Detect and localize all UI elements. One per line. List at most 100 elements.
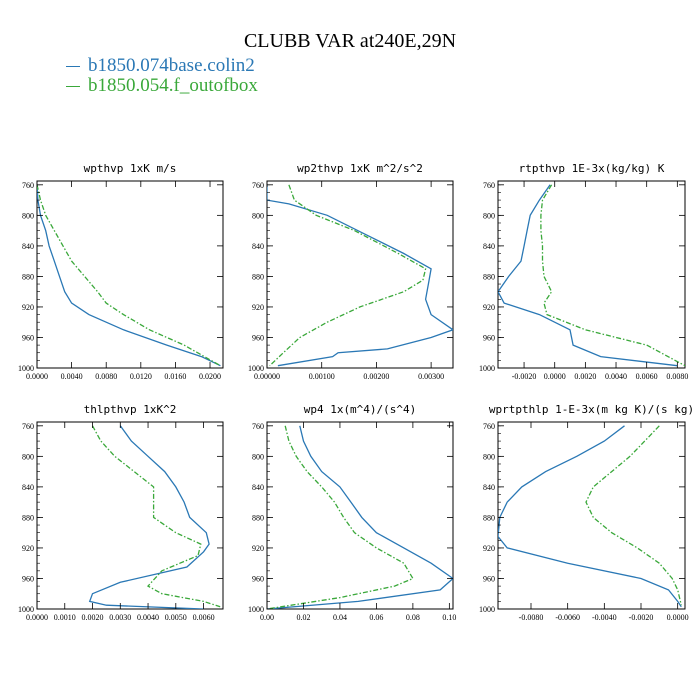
x-tick-label: 0.0060	[193, 613, 215, 622]
series-line-outofbox	[540, 184, 685, 367]
y-tick-label: 840	[22, 483, 34, 492]
y-tick-label: 840	[252, 242, 264, 251]
legend-item-outofbox: b1850.054.f_outofbox	[66, 75, 258, 97]
x-tick-label: 0.0020	[574, 372, 596, 381]
panel-2: wp2thvp 1xK m^2/s^2 760 800 840 880 920 960 100…	[248, 162, 454, 381]
series-line-outofbox	[585, 425, 682, 606]
y-tick-label: 840	[483, 483, 495, 492]
x-tick-label: 0.0080	[666, 372, 688, 381]
panel-frame	[266, 180, 454, 369]
y-tick-label: 840	[483, 242, 495, 251]
x-tick-label: 0.0080	[95, 372, 117, 381]
y-tick-label: 760	[483, 181, 495, 190]
y-tick-label: 960	[22, 333, 34, 342]
y-tick-label: 880	[22, 513, 34, 522]
x-tick-label: 0.00200	[363, 372, 389, 381]
y-tick-label: 880	[483, 513, 495, 522]
y-tick-label: 760	[22, 181, 34, 190]
y-tick-label: 760	[483, 422, 495, 431]
x-tick-label: 0.02	[296, 613, 310, 622]
series-line-base	[498, 184, 678, 367]
legend-swatch-outofbox	[66, 86, 80, 88]
x-tick-label: 0.0200	[199, 372, 221, 381]
x-tick-label: 0.0050	[165, 613, 187, 622]
y-tick-label: 1000	[18, 605, 34, 614]
x-tick-label: 0.00100	[309, 372, 335, 381]
series-line-base	[267, 184, 453, 367]
x-tick-label: -0.0020	[512, 372, 537, 381]
y-tick-label: 920	[252, 303, 264, 312]
y-tick-label: 1000	[248, 605, 264, 614]
y-tick-label: 760	[22, 422, 34, 431]
legend-label-outofbox: b1850.054.f_outofbox	[88, 75, 258, 96]
series-line-base	[37, 184, 221, 367]
y-tick-label: 960	[22, 574, 34, 583]
panel-title: wpthvp 1xK m/s	[84, 162, 177, 175]
y-tick-label: 920	[483, 303, 495, 312]
x-tick-label: 0.04	[333, 613, 347, 622]
y-tick-label: 840	[252, 483, 264, 492]
panel-title: wp2thvp 1xK m^2/s^2	[297, 162, 423, 175]
x-tick-label: 0.0020	[82, 613, 104, 622]
panel-title: wprtpthlp 1-E-3x(m kg K)/(s kg)	[489, 403, 694, 416]
y-tick-label: 920	[483, 544, 495, 553]
panel-frame	[36, 180, 224, 369]
y-tick-label: 960	[483, 574, 495, 583]
series-line-outofbox	[267, 425, 414, 609]
x-tick-label: 0.0030	[109, 613, 131, 622]
y-tick-label: 880	[22, 272, 34, 281]
y-tick-label: 880	[252, 513, 264, 522]
x-tick-label: 0.00000	[254, 372, 280, 381]
y-tick-label: 920	[22, 303, 34, 312]
y-tick-label: 840	[22, 242, 34, 251]
y-tick-label: 1000	[248, 364, 264, 373]
figure-title: CLUBB VAR at240E,29N	[243, 30, 457, 52]
y-tick-label: 1000	[479, 605, 495, 614]
y-tick-label: 800	[483, 452, 495, 461]
y-tick-label: 960	[252, 333, 264, 342]
panel-title: thlpthvp 1xK^2	[84, 403, 177, 416]
panel-title: rtpthvp 1E-3x(kg/kg) K	[519, 162, 665, 175]
y-tick-label: 800	[252, 452, 264, 461]
y-tick-label: 800	[483, 211, 495, 220]
y-tick-label: 800	[22, 452, 34, 461]
x-tick-label: 0.0120	[130, 372, 152, 381]
y-tick-label: 880	[252, 272, 264, 281]
panel-3: rtpthvp 1E-3x(kg/kg) K 760 800 840 880 920 960…	[479, 162, 688, 381]
panel-4: thlpthvp 1xK^276080084088092096010000.00…	[18, 403, 224, 622]
x-tick-label: 0.0040	[605, 372, 627, 381]
series-line-outofbox	[37, 184, 221, 367]
x-tick-label: 0.0040	[137, 613, 159, 622]
x-tick-label: 0.00300	[418, 372, 444, 381]
x-tick-label: -0.0060	[555, 613, 580, 622]
x-tick-label: 0.08	[406, 613, 420, 622]
panel-frame	[497, 180, 686, 369]
x-tick-label: 0.10	[442, 613, 456, 622]
legend-label-base: b1850.074base.colin2	[88, 55, 255, 76]
series-line-outofbox	[269, 184, 427, 367]
panel-6: wprtpthlp 1-E-3x(m kg K)/(s kg) 760 800 840…	[479, 403, 694, 622]
panel-frame	[36, 421, 224, 610]
panel-1: wpthvp 1xK m/s76080084088092096010000.00…	[18, 162, 224, 381]
x-tick-label: -0.0020	[629, 613, 654, 622]
x-tick-label: 0.0060	[636, 372, 658, 381]
x-tick-label: 0.06	[369, 613, 383, 622]
y-tick-label: 760	[252, 181, 264, 190]
x-tick-label: 0.0000	[667, 613, 689, 622]
y-tick-label: 1000	[18, 364, 34, 373]
series-line-base	[498, 425, 682, 608]
series-line-base	[267, 425, 453, 609]
x-tick-label: 0.0040	[61, 372, 83, 381]
y-tick-label: 960	[483, 333, 495, 342]
x-tick-label: 0.0000	[26, 613, 48, 622]
y-tick-label: 880	[483, 272, 495, 281]
y-tick-label: 920	[252, 544, 264, 553]
y-tick-label: 920	[22, 544, 34, 553]
legend-item-base: b1850.074base.colin2	[66, 55, 255, 77]
panel-frame	[497, 421, 686, 610]
y-tick-label: 800	[22, 211, 34, 220]
series-line-base	[88, 425, 210, 609]
x-tick-label: 0.0000	[26, 372, 48, 381]
x-tick-label: 0.0000	[544, 372, 566, 381]
